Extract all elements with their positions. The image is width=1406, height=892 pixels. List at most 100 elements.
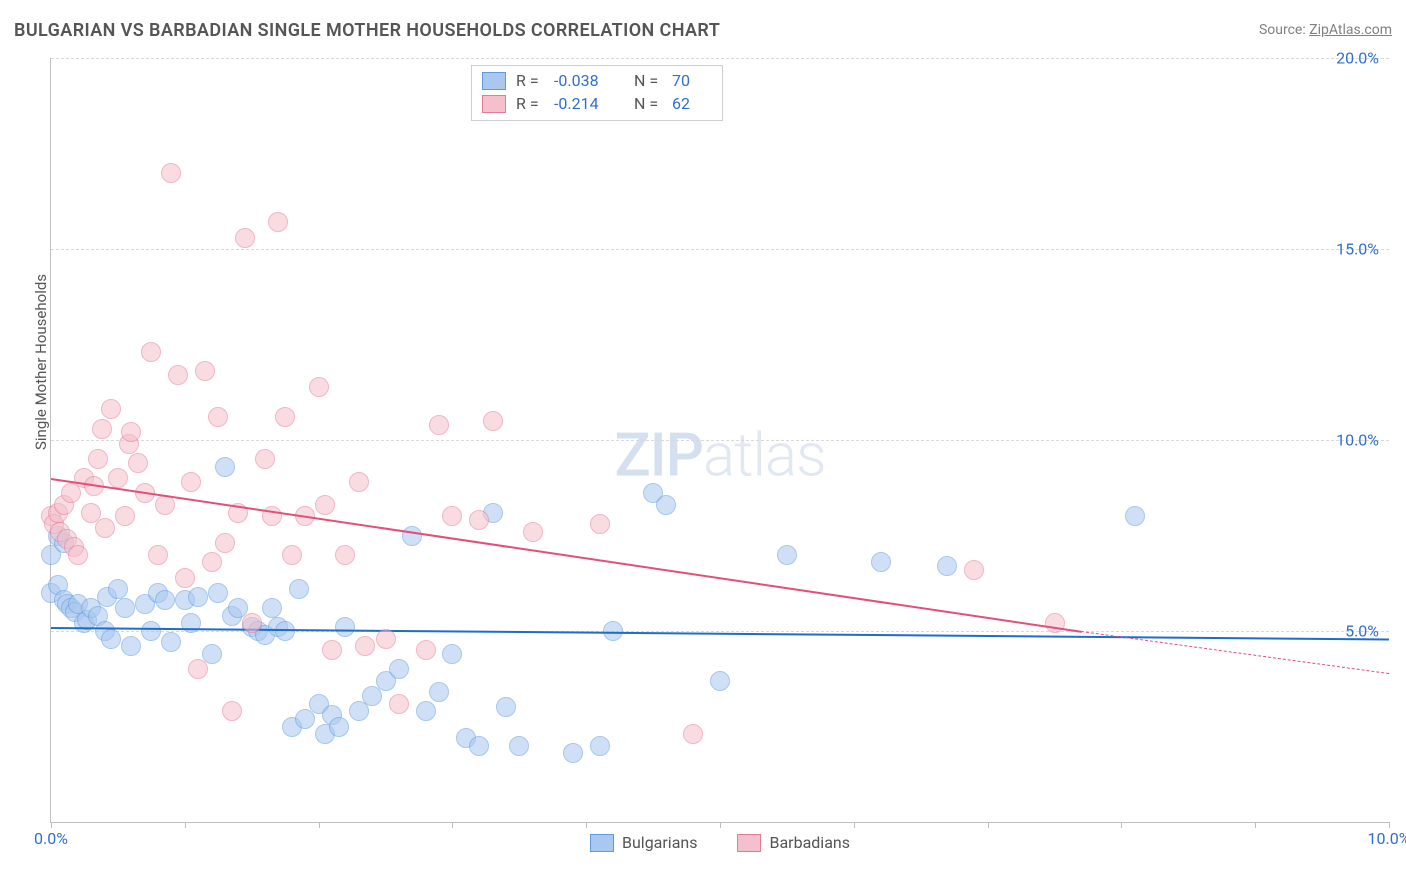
scatter-point: [108, 468, 128, 488]
legend-swatch: [482, 72, 506, 90]
scatter-point: [188, 659, 208, 679]
y-tick-label: 15.0%: [1336, 240, 1379, 259]
legend-r-value: -0.214: [554, 94, 624, 113]
scatter-point: [195, 361, 215, 381]
source-label: Source:: [1259, 22, 1309, 38]
gridline: [51, 440, 1389, 441]
chart-title: BULGARIAN VS BARBADIAN SINGLE MOTHER HOU…: [14, 20, 720, 41]
x-tick-mark: [1255, 822, 1256, 828]
scatter-point: [215, 533, 235, 553]
scatter-point: [309, 377, 329, 397]
scatter-point: [175, 568, 195, 588]
scatter-point: [1045, 613, 1065, 633]
legend-n-value: 70: [672, 71, 712, 90]
scatter-point: [95, 518, 115, 538]
scatter-point: [509, 736, 529, 756]
scatter-point: [215, 457, 235, 477]
scatter-point: [208, 583, 228, 603]
scatter-point: [442, 644, 462, 664]
scatter-point: [155, 590, 175, 610]
legend-bottom-item: Bulgarians: [590, 833, 697, 852]
scatter-point: [242, 613, 262, 633]
scatter-point: [222, 701, 242, 721]
scatter-point: [496, 697, 516, 717]
scatter-point: [349, 472, 369, 492]
scatter-point: [389, 659, 409, 679]
y-tick-label: 10.0%: [1336, 431, 1379, 450]
scatter-point: [710, 671, 730, 691]
x-tick-mark: [854, 822, 855, 828]
scatter-point: [429, 682, 449, 702]
scatter-point: [389, 694, 409, 714]
source-credit: Source: ZipAtlas.com: [1259, 22, 1392, 38]
scatter-point: [275, 407, 295, 427]
chart-container: BULGARIAN VS BARBADIAN SINGLE MOTHER HOU…: [0, 0, 1406, 892]
scatter-point: [329, 717, 349, 737]
legend-r-value: -0.038: [554, 71, 624, 90]
scatter-point: [188, 587, 208, 607]
scatter-point: [128, 453, 148, 473]
scatter-point: [141, 342, 161, 362]
scatter-point: [161, 163, 181, 183]
scatter-point: [101, 399, 121, 419]
scatter-point: [92, 419, 112, 439]
scatter-point: [181, 472, 201, 492]
scatter-point: [656, 495, 676, 515]
scatter-point: [442, 506, 462, 526]
scatter-point: [322, 640, 342, 660]
watermark-part1: ZIP: [615, 420, 703, 491]
scatter-point: [315, 495, 335, 515]
scatter-point: [777, 545, 797, 565]
source-link[interactable]: ZipAtlas.com: [1309, 22, 1392, 38]
x-tick-mark: [319, 822, 320, 828]
scatter-point: [335, 617, 355, 637]
scatter-point: [115, 506, 135, 526]
y-tick-label: 20.0%: [1336, 49, 1379, 68]
scatter-point: [168, 365, 188, 385]
x-tick-label: 10.0%: [1368, 829, 1406, 848]
legend-swatch: [737, 834, 761, 852]
x-tick-mark: [1389, 822, 1390, 828]
scatter-point: [208, 407, 228, 427]
scatter-point: [181, 613, 201, 633]
legend-n-label: N =: [634, 71, 662, 90]
x-tick-label: 0.0%: [34, 829, 68, 848]
x-tick-mark: [51, 822, 52, 828]
scatter-point: [469, 736, 489, 756]
scatter-point: [563, 743, 583, 763]
scatter-point: [88, 449, 108, 469]
scatter-point: [871, 552, 891, 572]
scatter-point: [68, 545, 88, 565]
scatter-point: [289, 579, 309, 599]
watermark: ZIPatlas: [615, 420, 826, 491]
x-tick-mark: [720, 822, 721, 828]
scatter-point: [590, 736, 610, 756]
scatter-point: [429, 415, 449, 435]
scatter-point: [937, 556, 957, 576]
x-tick-mark: [988, 822, 989, 828]
scatter-point: [235, 228, 255, 248]
scatter-point: [282, 545, 302, 565]
legend-r-label: R =: [516, 71, 544, 90]
scatter-point: [141, 621, 161, 641]
legend-top-row: R =-0.214N =62: [482, 92, 712, 115]
legend-top-row: R = -0.038 N = 70: [482, 69, 712, 92]
scatter-point: [590, 514, 610, 534]
scatter-point: [416, 640, 436, 660]
watermark-part2: atlas: [703, 420, 826, 491]
legend-bottom-item: Barbadians: [737, 833, 850, 852]
scatter-point: [202, 552, 222, 572]
legend-n-value: 62: [672, 94, 712, 113]
scatter-point: [376, 629, 396, 649]
scatter-point: [262, 598, 282, 618]
scatter-point: [1125, 506, 1145, 526]
legend-n-label: N =: [634, 94, 662, 113]
scatter-point: [355, 636, 375, 656]
scatter-point: [335, 545, 355, 565]
legend-top: R = -0.038 N = 70R = -0.214 N = 62: [471, 65, 723, 121]
scatter-point: [523, 522, 543, 542]
scatter-point: [483, 411, 503, 431]
scatter-point: [148, 545, 168, 565]
scatter-point: [964, 560, 984, 580]
x-tick-mark: [452, 822, 453, 828]
